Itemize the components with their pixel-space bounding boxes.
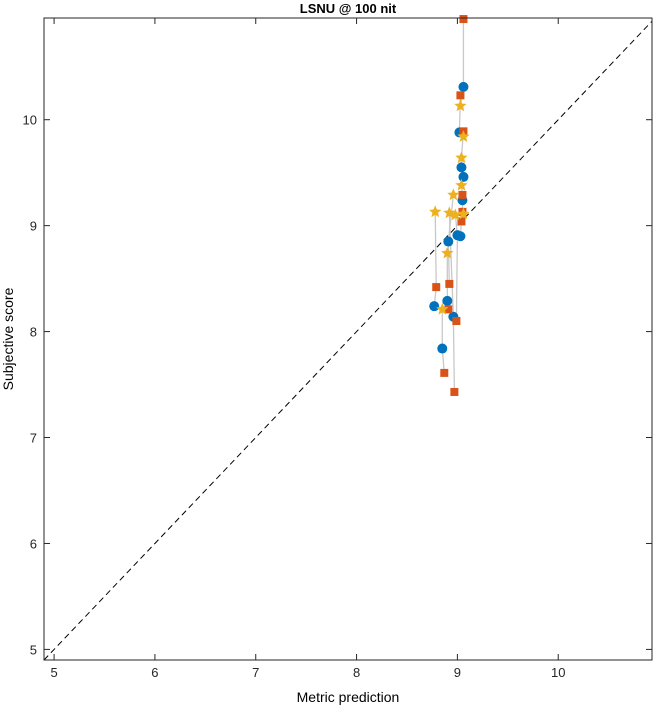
data-point-circle <box>458 171 469 182</box>
data-point-star <box>457 130 470 142</box>
data-point-square <box>440 368 449 377</box>
connector-line <box>433 211 437 307</box>
data-point-circle <box>443 236 454 247</box>
data-point-circle <box>437 343 448 354</box>
data-point-star <box>441 246 454 259</box>
data-point-circle <box>458 81 469 92</box>
x-tick-label: 8 <box>353 665 360 680</box>
y-axis-label: Subjective score <box>0 287 16 390</box>
x-tick-label: 10 <box>551 665 565 680</box>
data-point-star <box>455 178 468 191</box>
identity-line <box>43 20 653 661</box>
x-tick-label: 7 <box>252 665 259 680</box>
data-point-circle <box>455 231 466 242</box>
data-point-star <box>457 207 470 220</box>
data-point-square <box>450 387 459 396</box>
data-point-square <box>457 217 466 226</box>
data-point-square <box>458 190 467 199</box>
chart-title: LSNU @ 100 nit <box>300 1 397 16</box>
x-tick-label: 9 <box>454 665 461 680</box>
y-tick-label: 6 <box>30 536 37 551</box>
x-axis-label: Metric prediction <box>297 689 400 705</box>
x-tick-label: 5 <box>50 665 57 680</box>
connector-line <box>441 309 445 373</box>
data-point-star <box>447 188 460 201</box>
data-point-square <box>445 279 454 288</box>
y-tick-label: 7 <box>30 431 37 446</box>
x-tick-label: 6 <box>151 665 158 680</box>
data-point-square <box>432 283 441 292</box>
y-tick-label: 8 <box>30 325 37 340</box>
data-point-star <box>454 99 467 112</box>
y-tick-label: 10 <box>23 113 37 128</box>
data-point-star <box>429 205 442 218</box>
axes-box <box>43 17 653 661</box>
data-point-square <box>444 305 453 314</box>
data-point-square <box>456 91 465 100</box>
y-tick-label: 9 <box>30 219 37 234</box>
data-point-circle <box>429 301 440 312</box>
data-point-square <box>459 15 468 24</box>
data-point-star <box>449 208 462 221</box>
data-point-star <box>436 302 449 315</box>
data-point-square <box>452 316 461 325</box>
y-tick-label: 5 <box>30 642 37 657</box>
data-point-star <box>455 151 468 164</box>
data-point-circle <box>456 162 467 173</box>
data-point-circle <box>442 295 453 306</box>
